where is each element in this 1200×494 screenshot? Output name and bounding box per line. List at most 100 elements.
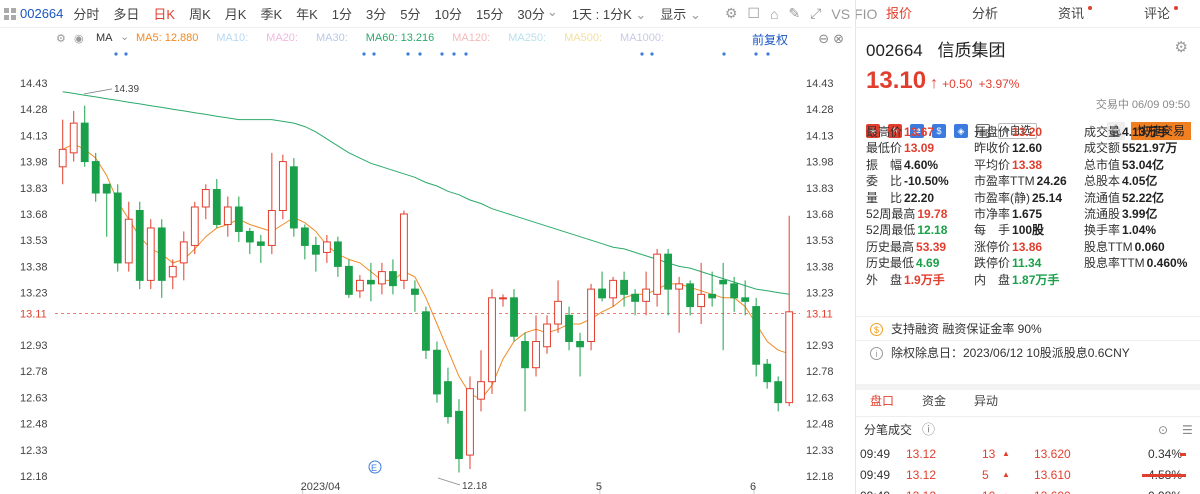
close-circle-icon[interactable]: ⊗ (833, 31, 848, 46)
period-tab-4[interactable]: 月K (224, 7, 247, 22)
f10-button[interactable]: FIO (854, 5, 878, 22)
candle-body (730, 283, 739, 299)
period-tab-12[interactable]: 30分 (517, 7, 545, 22)
period-tab-7[interactable]: 1分 (331, 7, 353, 22)
ma-label[interactable]: MA (96, 32, 113, 44)
stat-cell: 总股本 4.05亿 (1084, 173, 1196, 189)
period-tab-6[interactable]: 年K (296, 7, 318, 22)
chevron-down-icon[interactable]: ⌄ (546, 4, 558, 19)
sub-tab-2[interactable]: 异动 (974, 394, 999, 408)
ma-item-5[interactable]: MA120: (452, 32, 491, 44)
shuffle-icon[interactable]: ⇄ (910, 124, 924, 138)
dollar-icon[interactable]: $ (932, 124, 946, 138)
quote-tab-1[interactable]: 分析 (942, 0, 1028, 27)
trades-title: 分笔成交 (864, 423, 913, 437)
ma-item-0[interactable]: MA5: 12.880 (136, 32, 199, 44)
help-circle-icon[interactable]: ⓘ (922, 422, 936, 437)
period-tab-3[interactable]: 周K (189, 7, 211, 22)
ma-item-4[interactable]: MA60: 13.216 (365, 32, 435, 44)
restore-button[interactable]: 前复权 (751, 33, 788, 47)
period-tab-1[interactable]: 多日 (113, 7, 140, 22)
period-tab-2[interactable]: 日K (153, 7, 176, 22)
ma-item-8[interactable]: MA1000: (620, 32, 665, 44)
info-circle-icon: i (870, 347, 883, 360)
quick-trade-button[interactable]: 快捷交易 (1130, 122, 1191, 140)
stat-cell: 内 盘 1.87万手 (974, 272, 1084, 288)
camera-icon[interactable]: ⌂ (769, 5, 779, 22)
quote-tabs: 报价 分析 资讯 评论 (856, 0, 1200, 28)
period-select[interactable]: 1天 : 1分K ⌄ (572, 4, 647, 23)
stat-value: 52.22亿 (1122, 190, 1165, 205)
more-icon[interactable]: ☰ (1182, 423, 1193, 437)
candle-body (389, 271, 397, 287)
stats-row: 量 比 22.20 市盈率(静) 25.14 流通值 52.22亿 (866, 190, 1196, 206)
candle-body (168, 265, 177, 278)
period-tab-11[interactable]: 15分 (475, 7, 504, 22)
stat-cell: 52周最低 12.18 (866, 222, 974, 238)
minus-circle-icon[interactable]: ⊖ (818, 31, 834, 46)
stat-cell: 量 比 22.20 (866, 190, 974, 206)
document-icon[interactable]: ▤ (976, 124, 990, 138)
quote-tab-0[interactable]: 报价 (856, 0, 942, 27)
candle-body (234, 206, 243, 232)
stat-label: 市盈率(静) (974, 190, 1030, 205)
stat-label: 总股本 (1084, 174, 1121, 189)
stat-cell: 委 比 -10.50% (866, 173, 974, 189)
search-circle-icon[interactable]: ⊙ (1158, 423, 1169, 437)
y-tick-label-right: 14.28 (806, 104, 834, 116)
tag-icon[interactable]: ◈ (954, 124, 968, 138)
chevron-down-icon[interactable]: ⌄ (120, 31, 130, 43)
ma-item-1[interactable]: MA10: (216, 32, 249, 44)
eye-icon[interactable]: ◉ (74, 33, 84, 45)
stat-cell: 股息率TTM 0.460% (1084, 255, 1196, 271)
add-watchlist-button[interactable]: ♥自选 (998, 123, 1037, 139)
gear-icon[interactable]: ⚙ (1174, 39, 1188, 56)
stat-value: 13.67 (904, 125, 935, 139)
y-tick-label-right: 12.63 (806, 392, 834, 404)
period-tab-0[interactable]: 分时 (73, 7, 100, 22)
candle-body (223, 206, 232, 225)
square-icon[interactable]: ☐ (747, 5, 760, 21)
y-tick-label-left: 13.11 (20, 309, 47, 321)
display-menu[interactable]: 显示 ⌄ (660, 4, 701, 23)
period-tab-5[interactable]: 季K (260, 7, 283, 22)
candle-body (146, 227, 155, 281)
y-tick-label-left: 12.63 (20, 392, 48, 404)
ma-item-2[interactable]: MA20: (266, 32, 298, 44)
period-tab-9[interactable]: 5分 (400, 7, 421, 22)
grid-icon[interactable] (4, 7, 16, 21)
sub-tab-0[interactable]: 盘口 (870, 394, 895, 408)
period-tab-8[interactable]: 3分 (366, 7, 387, 22)
stat-label: 跌停价 (974, 256, 1011, 271)
china-flag-icon[interactable]: ★ (866, 124, 880, 138)
candlestick-chart[interactable]: 14.43 14.43 14.28 14.28 14.13 14.13 13.98 13.98… (0, 50, 852, 494)
trade-row: 09:49 13.12 13 13.620 0.34% ▲ (856, 444, 1200, 464)
period-tab-10[interactable]: 10分 (434, 7, 462, 22)
sub-tab-1[interactable]: 资金 (922, 394, 947, 408)
candle-body (190, 206, 199, 246)
candle-body (499, 297, 507, 300)
candle-body (631, 293, 640, 302)
pen-icon[interactable]: ✎ (788, 5, 801, 21)
expand-icon[interactable]: ⤢ (810, 5, 822, 21)
y-tick-label-left: 13.53 (20, 235, 48, 247)
stat-label: 内 盘 (974, 272, 1011, 287)
settings-icon[interactable]: ⚙ (56, 33, 66, 45)
quote-tab-3[interactable]: 评论 (1114, 0, 1200, 27)
vs-button[interactable]: VS (831, 5, 851, 22)
gear-icon[interactable]: ⚙ (724, 5, 738, 21)
ma-item-3[interactable]: MA30: (315, 32, 348, 44)
ma-item-6[interactable]: MA250: (508, 32, 547, 44)
candle-body (433, 349, 441, 395)
bell-icon[interactable]: 🔔︎ (1106, 122, 1125, 140)
y-tick-label-left: 14.28 (20, 104, 48, 116)
lightning-icon[interactable]: ϟ (888, 124, 902, 138)
stat-value: 1.87万手 (1012, 272, 1060, 287)
candle-body (741, 297, 750, 302)
y-tick-label-right: 13.68 (806, 209, 834, 221)
ma-item-7[interactable]: MA500: (564, 32, 603, 44)
quote-tab-2[interactable]: 资讯 (1028, 0, 1114, 27)
signal-dot (464, 52, 468, 56)
stat-cell: 股息TTM 0.060 (1084, 239, 1196, 255)
stat-label: 昨收价 (974, 141, 1011, 156)
